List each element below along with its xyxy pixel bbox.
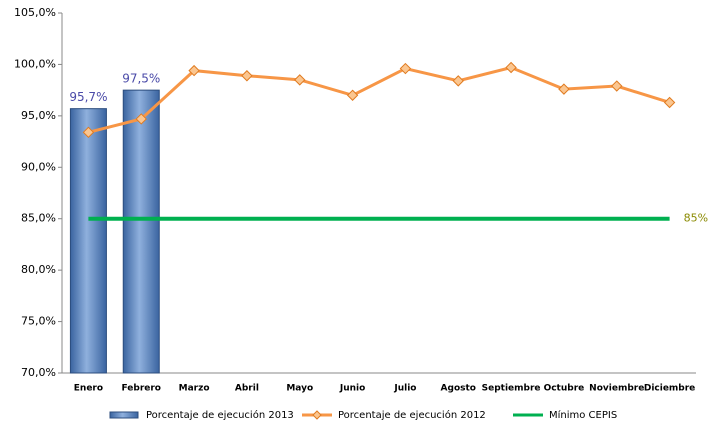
y-tick-label: 85,0% bbox=[21, 212, 56, 225]
line-marker bbox=[452, 75, 464, 87]
x-tick-label: Mayo bbox=[286, 384, 313, 394]
y-tick-label: 90,0% bbox=[21, 160, 56, 173]
line-marker bbox=[663, 96, 676, 109]
line-marker bbox=[558, 83, 570, 95]
x-tick-label: Agosto bbox=[441, 384, 476, 394]
line-marker bbox=[135, 113, 147, 125]
x-tick-label: Diciembre bbox=[644, 384, 695, 394]
x-tick-label: Junio bbox=[339, 384, 365, 394]
data-label: 97,5% bbox=[122, 72, 160, 86]
line bbox=[88, 65, 671, 134]
y-tick-label: 80,0% bbox=[21, 263, 56, 276]
bar bbox=[69, 108, 107, 374]
bar bbox=[122, 89, 160, 374]
data-label: 95,7% bbox=[69, 90, 107, 104]
x-tick-label: Octubre bbox=[544, 384, 585, 394]
line-marker bbox=[611, 80, 623, 92]
line-marker bbox=[294, 74, 306, 86]
legend-label: Mínimo CEPIS bbox=[549, 409, 617, 421]
line-marker bbox=[82, 126, 95, 139]
y-tick-label: 100,0% bbox=[14, 57, 56, 70]
x-tick-label: Abril bbox=[235, 384, 259, 394]
y-tick-label: 95,0% bbox=[21, 109, 56, 122]
x-tick-label: Septiembre bbox=[482, 384, 541, 394]
line-marker bbox=[505, 61, 517, 74]
line-marker bbox=[188, 64, 200, 77]
x-tick-label: Marzo bbox=[179, 384, 210, 394]
legend-swatch bbox=[109, 411, 139, 419]
legend-label: Porcentaje de ejecución 2012 bbox=[338, 409, 486, 421]
y-tick-label: 70,0% bbox=[21, 366, 56, 379]
legend-label: Porcentaje de ejecución 2013 bbox=[146, 409, 294, 421]
line-marker bbox=[399, 62, 412, 75]
x-tick-label: Julio bbox=[393, 384, 416, 394]
x-tick-label: Enero bbox=[74, 384, 103, 394]
x-tick-label: Noviembre bbox=[589, 384, 644, 394]
x-tick-label: Febrero bbox=[122, 384, 162, 394]
line-marker bbox=[346, 89, 359, 101]
line-marker bbox=[241, 70, 253, 82]
legend-marker bbox=[312, 410, 322, 420]
y-tick-label: 105,0% bbox=[14, 6, 56, 19]
y-tick-label: 75,0% bbox=[21, 315, 56, 328]
data-label: 85% bbox=[684, 212, 708, 225]
